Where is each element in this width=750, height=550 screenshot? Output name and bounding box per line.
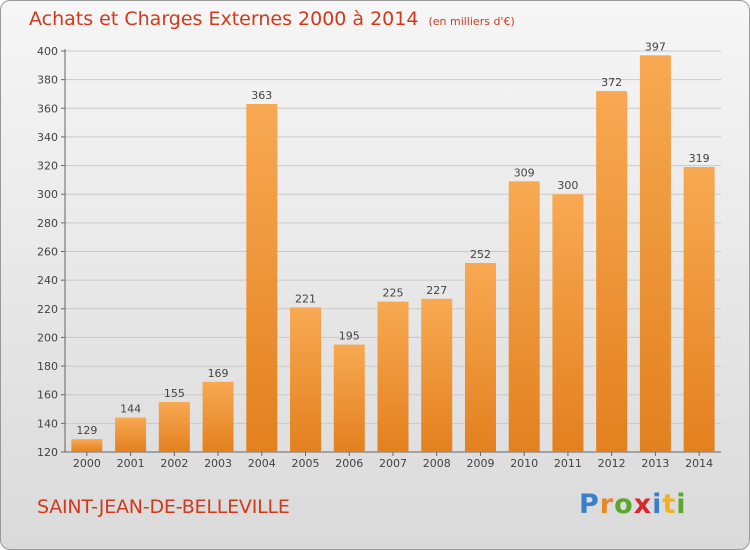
chart-title: Achats et Charges Externes 2000 à 2014 (e… [29, 8, 515, 30]
x-tick-label-2008: 2008 [423, 457, 451, 470]
y-tick-label: 160 [37, 389, 58, 402]
y-tick-label: 200 [37, 331, 58, 344]
y-tick-label: 360 [37, 102, 58, 115]
y-tick-label: 240 [37, 274, 58, 287]
bar-2009 [464, 262, 496, 452]
chart-title-text: Achats et Charges Externes 2000 à 2014 [29, 8, 419, 30]
proxiti-logo: Proxiti [579, 489, 687, 520]
bar-2005 [290, 307, 322, 452]
data-label-2010: 309 [514, 166, 535, 179]
bar-2012 [596, 91, 628, 452]
x-tick-label-2002: 2002 [160, 457, 188, 470]
y-tick-label: 400 [37, 45, 58, 58]
x-tick-label-2013: 2013 [641, 457, 669, 470]
chart-unit: (en milliers d'€) [428, 15, 515, 28]
x-tick-label-2001: 2001 [117, 457, 145, 470]
data-label-2008: 227 [426, 284, 447, 297]
y-tick-label: 220 [37, 303, 58, 316]
y-tick-label: 300 [37, 188, 58, 201]
y-tick-label: 280 [37, 217, 58, 230]
x-tick-label-2004: 2004 [248, 457, 276, 470]
x-tick-label-2006: 2006 [335, 457, 363, 470]
x-tick-label-2005: 2005 [292, 457, 320, 470]
x-tick-label-2007: 2007 [379, 457, 407, 470]
bar-2001 [115, 417, 147, 452]
data-label-2011: 300 [557, 179, 578, 192]
y-tick-label: 260 [37, 246, 58, 259]
x-tick-label-2011: 2011 [554, 457, 582, 470]
data-label-2012: 372 [601, 76, 622, 89]
bar-2010 [508, 181, 540, 452]
y-tick-label: 380 [37, 74, 58, 87]
commune-name: SAINT-JEAN-DE-BELLEVILLE [37, 496, 290, 518]
data-label-2002: 155 [164, 387, 185, 400]
y-tick-label: 320 [37, 160, 58, 173]
x-tick-label-2009: 2009 [466, 457, 494, 470]
bar-2011 [552, 194, 584, 452]
x-tick-label-2000: 2000 [73, 457, 101, 470]
bar-2004 [246, 103, 278, 452]
bar-2013 [639, 55, 671, 453]
x-tick-label-2010: 2010 [510, 457, 538, 470]
bar-2000 [71, 439, 103, 452]
data-label-2001: 144 [120, 403, 141, 416]
data-label-2007: 225 [383, 287, 404, 300]
y-tick-label: 180 [37, 360, 58, 373]
data-label-2003: 169 [208, 367, 229, 380]
y-tick-label: 120 [37, 446, 58, 459]
data-label-2013: 397 [645, 40, 666, 53]
y-tick-label: 140 [37, 417, 58, 430]
y-tick-labels: 120 140 160 180 200 220 240 260 280 300 320 340 360 3… [37, 45, 58, 459]
data-label-2009: 252 [470, 248, 491, 261]
x-tick-label-2014: 2014 [685, 457, 713, 470]
data-label-2006: 195 [339, 330, 360, 343]
data-label-2004: 363 [251, 89, 272, 102]
y-tick-label: 340 [37, 131, 58, 144]
bar-2014 [683, 167, 715, 452]
data-label-2014: 319 [689, 152, 710, 165]
data-label-2005: 221 [295, 292, 316, 305]
bar-2002 [158, 401, 190, 452]
data-labels: 129 144 155 169 363 221 195 225 227 252 309 300 372 3… [76, 40, 709, 437]
x-tick-label-2003: 2003 [204, 457, 232, 470]
data-label-2000: 129 [76, 424, 97, 437]
bar-2008 [421, 298, 453, 452]
bar-2007 [377, 301, 409, 452]
bar-2003 [202, 381, 234, 452]
bar-2006 [333, 344, 365, 452]
x-tick-label-2012: 2012 [598, 457, 626, 470]
x-tick-labels: 2000 2001 2002 2003 2004 2005 2006 2007 2008 2009… [73, 457, 713, 470]
bars [71, 55, 715, 453]
